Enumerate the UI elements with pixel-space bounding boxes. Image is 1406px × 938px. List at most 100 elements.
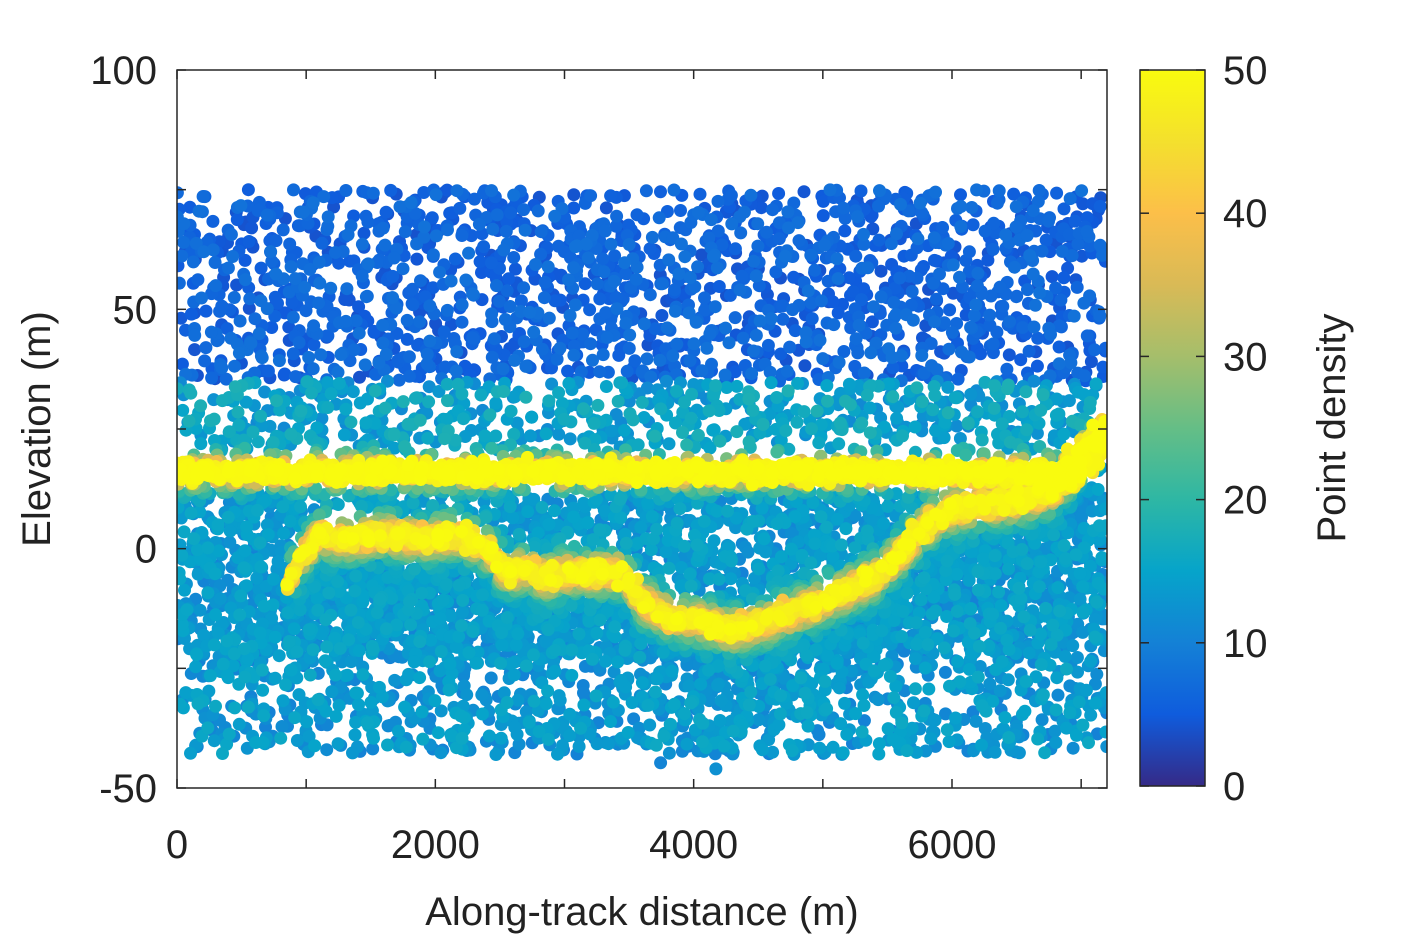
data-point	[255, 262, 268, 275]
data-point	[800, 335, 813, 348]
data-point	[640, 184, 653, 197]
data-point	[831, 252, 844, 265]
data-point	[384, 184, 397, 197]
data-point	[376, 319, 389, 332]
data-point	[434, 746, 447, 759]
data-point	[313, 256, 326, 269]
data-point	[653, 211, 666, 224]
data-point	[353, 327, 366, 340]
data-point	[1084, 655, 1097, 668]
data-point	[215, 361, 228, 374]
data-point	[674, 204, 687, 217]
data-point	[325, 685, 338, 698]
data-point	[654, 756, 667, 769]
data-point	[1081, 225, 1094, 238]
data-point	[855, 185, 868, 198]
data-point	[563, 708, 576, 721]
data-point	[963, 245, 976, 258]
data-point	[643, 719, 656, 732]
data-point	[694, 188, 707, 201]
data-point	[906, 285, 919, 298]
data-point	[421, 348, 434, 361]
data-point	[214, 592, 227, 605]
data-point	[209, 279, 222, 292]
data-point	[971, 279, 984, 292]
data-point	[644, 370, 657, 383]
data-point	[367, 187, 380, 200]
data-point	[1052, 689, 1065, 702]
data-point	[1029, 299, 1042, 312]
data-point	[949, 712, 962, 725]
data-point	[332, 366, 345, 379]
data-point	[322, 210, 335, 223]
data-point	[687, 337, 700, 350]
data-point	[850, 332, 863, 345]
data-point	[185, 308, 198, 321]
data-point	[496, 639, 509, 652]
data-point	[405, 196, 418, 209]
data-point	[1033, 184, 1046, 197]
data-point	[824, 183, 837, 196]
data-point	[485, 672, 498, 685]
data-point	[339, 184, 352, 197]
data-point	[1027, 204, 1040, 217]
data-point	[380, 206, 393, 219]
data-point	[184, 747, 197, 760]
data-point	[1053, 341, 1066, 354]
data-point	[418, 220, 431, 233]
data-point	[567, 261, 580, 274]
data-point	[329, 246, 342, 259]
data-point	[644, 288, 657, 301]
data-point	[858, 367, 871, 380]
data-point	[495, 732, 508, 745]
data-point	[459, 274, 472, 287]
data-point	[751, 240, 764, 253]
data-point	[712, 195, 725, 208]
data-point	[719, 322, 732, 335]
data-point	[224, 525, 237, 538]
data-point	[1031, 332, 1044, 345]
data-point	[668, 283, 681, 296]
data-point	[915, 349, 928, 362]
data-point	[449, 253, 462, 266]
data-point	[659, 545, 672, 558]
data-point	[1066, 639, 1079, 652]
data-point	[359, 358, 372, 371]
data-point	[867, 300, 880, 313]
data-point	[815, 294, 828, 307]
data-point	[909, 652, 922, 665]
data-point	[394, 200, 407, 213]
data-point	[691, 260, 704, 273]
data-point	[713, 280, 726, 293]
data-point	[551, 748, 564, 761]
data-point	[930, 293, 943, 306]
data-point	[890, 412, 903, 425]
data-point	[964, 388, 977, 401]
data-point	[653, 354, 666, 367]
data-point	[1010, 220, 1023, 233]
data-point	[929, 186, 942, 199]
data-point	[393, 374, 406, 387]
data-point	[264, 245, 277, 258]
data-point	[964, 321, 977, 334]
data-point	[837, 202, 850, 215]
data-point	[655, 309, 668, 322]
data-point	[939, 666, 952, 679]
data-point	[511, 694, 524, 707]
data-point	[287, 183, 300, 196]
data-point	[474, 255, 487, 268]
data-point	[849, 250, 862, 263]
data-point	[497, 244, 510, 257]
data-point	[1003, 315, 1016, 328]
data-point	[213, 305, 226, 318]
data-point	[349, 728, 362, 741]
data-point	[719, 369, 732, 382]
data-point	[604, 189, 617, 202]
data-point	[817, 209, 830, 222]
data-point	[360, 290, 373, 303]
data-point	[911, 232, 924, 245]
data-point	[631, 208, 644, 221]
data-point	[278, 368, 291, 381]
data-point	[491, 208, 504, 221]
data-point	[654, 185, 667, 198]
